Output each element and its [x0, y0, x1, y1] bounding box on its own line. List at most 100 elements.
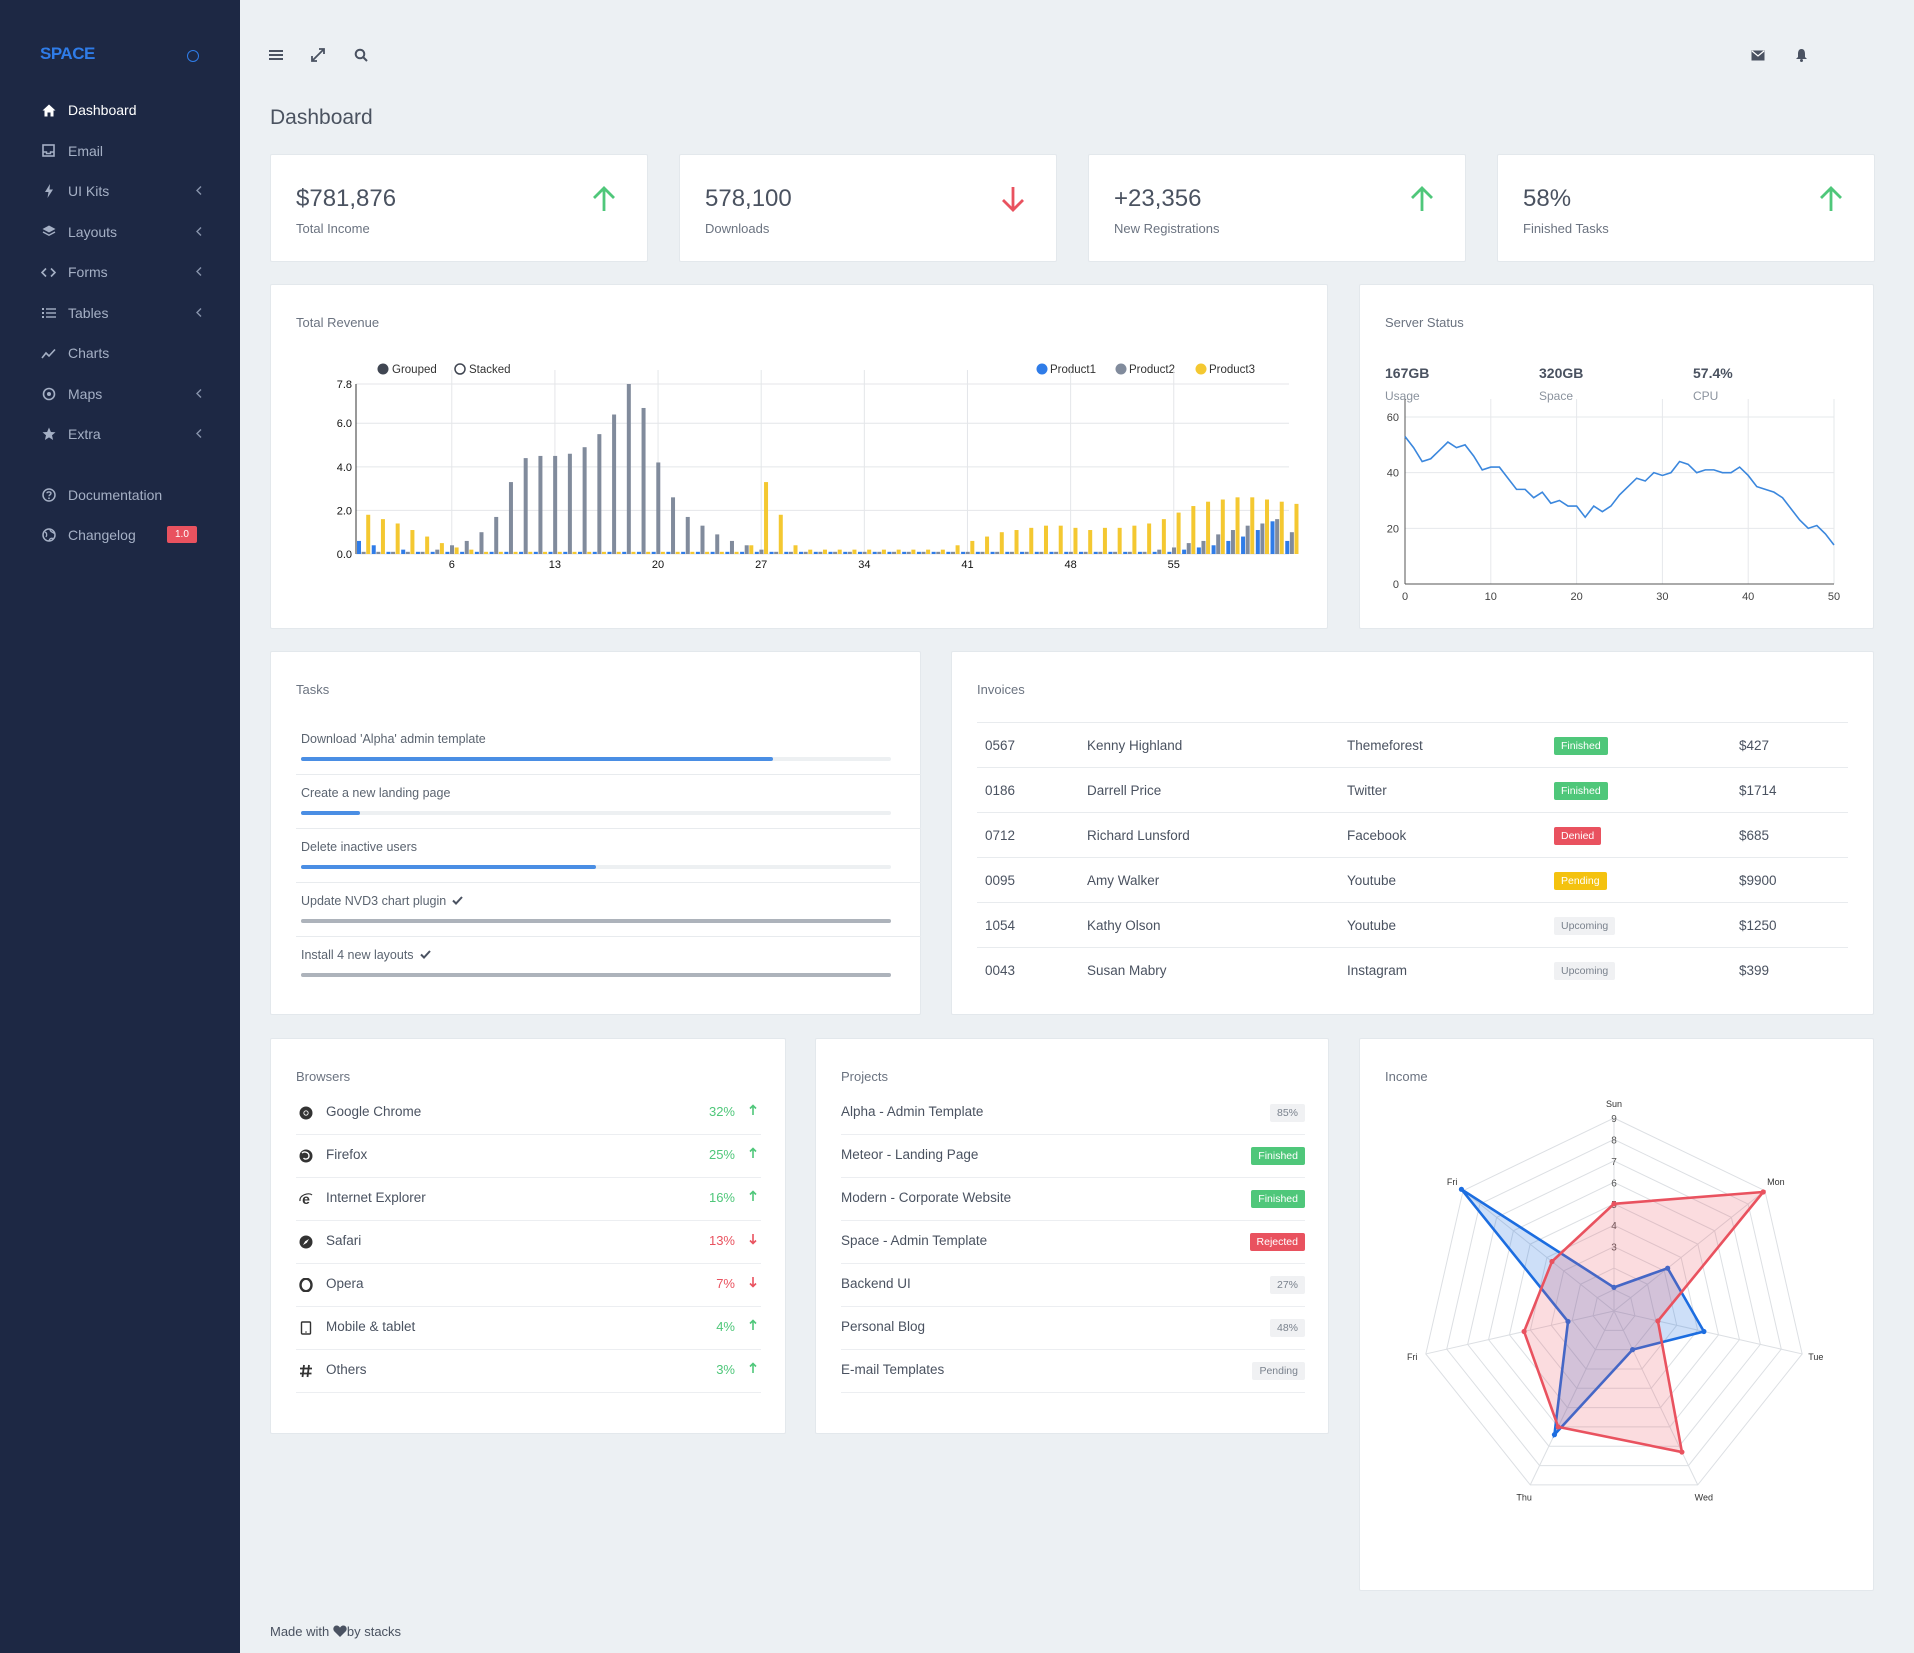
bar-product1[interactable]: [607, 551, 612, 554]
bar-product2[interactable]: [906, 551, 911, 554]
radar-point[interactable]: [1701, 1328, 1707, 1335]
bar-product2[interactable]: [1068, 551, 1073, 554]
invoice-row[interactable]: 0712 Richard Lunsford Facebook Denied $685: [977, 812, 1848, 857]
project-row[interactable]: Space - Admin Template Rejected: [841, 1221, 1305, 1264]
bar-product3[interactable]: [911, 549, 916, 554]
bar-product2[interactable]: [862, 551, 867, 554]
bar-product3[interactable]: [808, 549, 813, 554]
revenue-toggle-stacked[interactable]: Stacked: [454, 363, 511, 376]
bar-product3[interactable]: [837, 549, 842, 554]
bar-product1[interactable]: [1064, 551, 1069, 554]
bar-product2[interactable]: [1127, 551, 1132, 554]
bar-product3[interactable]: [528, 551, 533, 554]
bar-product1[interactable]: [887, 551, 892, 554]
bar-product3[interactable]: [1147, 523, 1152, 554]
bar-product2[interactable]: [715, 534, 720, 554]
bar-product1[interactable]: [740, 551, 745, 554]
bar-product1[interactable]: [504, 551, 509, 554]
bar-product2[interactable]: [553, 455, 558, 554]
bar-product3[interactable]: [881, 549, 886, 554]
bar-product3[interactable]: [675, 551, 680, 554]
task-item[interactable]: Install 4 new layouts: [296, 948, 896, 977]
bar-product3[interactable]: [557, 551, 562, 554]
bar-product2[interactable]: [1230, 530, 1235, 554]
bar-product3[interactable]: [1235, 497, 1240, 554]
bar-product1[interactable]: [902, 551, 907, 554]
bar-product2[interactable]: [464, 540, 469, 554]
bar-product1[interactable]: [710, 551, 715, 554]
bar-product3[interactable]: [719, 551, 724, 554]
bar-product2[interactable]: [523, 458, 528, 554]
bar-product3[interactable]: [734, 551, 739, 554]
bar-product2[interactable]: [788, 551, 793, 554]
bar-product1[interactable]: [445, 551, 450, 554]
bar-product3[interactable]: [778, 514, 783, 554]
bar-product2[interactable]: [744, 545, 749, 554]
bar-product2[interactable]: [1186, 543, 1191, 554]
sidebar-item-layouts[interactable]: Layouts: [0, 212, 240, 253]
bar-product2[interactable]: [479, 532, 484, 554]
bar-product1[interactable]: [1182, 549, 1187, 554]
bar-product1[interactable]: [489, 551, 494, 554]
bar-product1[interactable]: [386, 551, 391, 554]
project-row[interactable]: E-mail Templates Pending: [841, 1350, 1305, 1393]
bar-product1[interactable]: [622, 551, 627, 554]
bar-product2[interactable]: [1157, 549, 1162, 554]
bar-product3[interactable]: [572, 551, 577, 554]
bar-product2[interactable]: [1039, 551, 1044, 554]
bar-product1[interactable]: [474, 551, 479, 554]
browser-row[interactable]: Google Chrome 32%: [296, 1092, 761, 1135]
bar-product1[interactable]: [1093, 551, 1098, 554]
bar-product2[interactable]: [538, 455, 543, 554]
invoice-row[interactable]: 0043 Susan Mabry Instagram Upcoming $399: [977, 947, 1848, 992]
bar-product3[interactable]: [1161, 519, 1166, 554]
bar-product2[interactable]: [936, 551, 941, 554]
bar-product1[interactable]: [1167, 551, 1172, 554]
bar-product3[interactable]: [631, 551, 636, 554]
bar-product1[interactable]: [916, 551, 921, 554]
bar-product1[interactable]: [563, 551, 568, 554]
bar-product2[interactable]: [892, 551, 897, 554]
bar-product1[interactable]: [975, 551, 980, 554]
bar-product3[interactable]: [1265, 499, 1270, 554]
bar-product3[interactable]: [660, 551, 665, 554]
bar-product1[interactable]: [1049, 551, 1054, 554]
bar-product2[interactable]: [420, 551, 425, 554]
radar-point[interactable]: [1665, 1265, 1671, 1271]
bar-product1[interactable]: [1196, 547, 1201, 554]
bar-product1[interactable]: [1270, 521, 1275, 554]
project-row[interactable]: Backend UI 27%: [841, 1264, 1305, 1307]
revenue-toggle-grouped[interactable]: Grouped: [377, 363, 437, 377]
bar-product1[interactable]: [1255, 530, 1260, 554]
mail-icon[interactable]: [1750, 47, 1766, 63]
task-item[interactable]: Create a new landing page: [296, 786, 896, 815]
radar-point[interactable]: [1458, 1186, 1465, 1192]
bar-product3[interactable]: [896, 549, 901, 554]
bar-product1[interactable]: [725, 551, 730, 554]
bar-product1[interactable]: [1123, 551, 1128, 554]
bar-product3[interactable]: [822, 549, 827, 554]
radar-point[interactable]: [1760, 1189, 1766, 1195]
browser-row[interactable]: Opera 7%: [296, 1264, 761, 1307]
bar-product3[interactable]: [1043, 525, 1048, 554]
bar-product3[interactable]: [1279, 501, 1284, 554]
bar-product1[interactable]: [401, 549, 406, 554]
sidebar-item-tables[interactable]: Tables: [0, 293, 240, 334]
bar-product1[interactable]: [872, 551, 877, 554]
bar-product2[interactable]: [1113, 551, 1118, 554]
bar-product1[interactable]: [1034, 551, 1039, 554]
radar-point[interactable]: [1521, 1328, 1527, 1335]
bar-product2[interactable]: [626, 384, 631, 554]
search-icon[interactable]: [353, 47, 369, 63]
bar-product3[interactable]: [926, 549, 931, 554]
bar-product3[interactable]: [852, 549, 857, 554]
bar-product3[interactable]: [793, 545, 798, 554]
bar-product2[interactable]: [494, 516, 499, 554]
bar-product2[interactable]: [567, 453, 572, 554]
sidebar-item-charts[interactable]: Charts: [0, 333, 240, 374]
bar-product1[interactable]: [1241, 536, 1246, 554]
legend-product3[interactable]: Product3: [1195, 363, 1256, 377]
bar-product3[interactable]: [1191, 506, 1196, 554]
bar-product3[interactable]: [999, 532, 1004, 554]
bar-product1[interactable]: [1078, 551, 1083, 554]
